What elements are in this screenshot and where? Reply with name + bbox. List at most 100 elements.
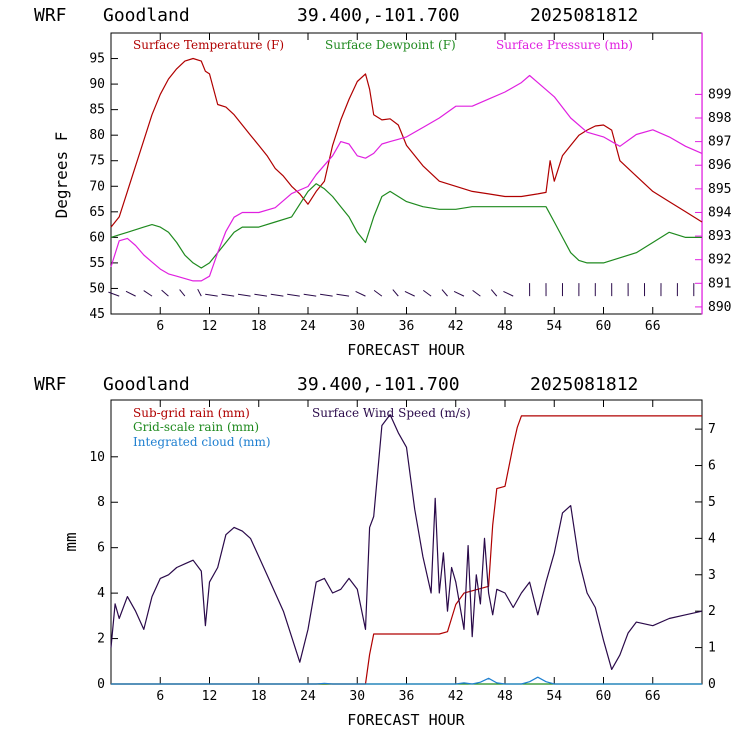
- panel2-ylabel: mm: [61, 532, 80, 551]
- y-tick-label: 6: [97, 541, 105, 556]
- x-tick-label: 60: [596, 319, 612, 334]
- y2-tick-label: 7: [708, 422, 716, 437]
- model-label: WRF: [34, 5, 67, 26]
- legend-integrated-cloud: Integrated cloud (mm): [133, 435, 271, 449]
- wind-barb: [197, 288, 202, 297]
- wind-barb: [373, 289, 383, 297]
- y2-tick-label: 892: [708, 253, 731, 268]
- wind-barb: [404, 290, 415, 297]
- location-label-2: Goodland: [103, 374, 190, 395]
- y-tick-label: 70: [89, 179, 105, 194]
- x-tick-label: 66: [645, 689, 661, 704]
- series-line-3: [110, 414, 703, 671]
- location-label: Goodland: [103, 5, 190, 26]
- x-tick-label: 54: [546, 689, 562, 704]
- x-tick-label: 24: [300, 689, 316, 704]
- y-tick-label: 85: [89, 103, 105, 118]
- wind-barb: [179, 289, 186, 297]
- y2-tick-label: 1: [708, 641, 716, 656]
- legend-pressure: Surface Pressure (mb): [496, 38, 633, 52]
- wind-barb: [336, 293, 350, 297]
- legend-wind-speed: Surface Wind Speed (m/s): [312, 406, 471, 420]
- legend-gridscale-rain: Grid-scale rain (mm): [133, 420, 259, 434]
- y2-tick-label: 898: [708, 111, 731, 126]
- x-tick-label: 42: [448, 319, 464, 334]
- y-tick-label: 60: [89, 230, 105, 245]
- wind-barb: [161, 289, 169, 297]
- y2-tick-label: 896: [708, 158, 731, 173]
- x-tick-label: 48: [497, 689, 513, 704]
- panel1-ticks: 6 12 18 24 30 36 42 48 54 60 66 45 50 55 60 65 70 75 80 85 9…: [89, 33, 732, 334]
- legend-dewpoint: Surface Dewpoint (F): [325, 38, 456, 52]
- panel1-ylabel: Degrees F: [52, 132, 71, 219]
- y-tick-label: 55: [89, 256, 105, 271]
- y2-tick-label: 0: [708, 677, 716, 692]
- y-tick-label: 10: [89, 450, 105, 465]
- panel1-header: WRF Goodland 39.400,-101.700 2025081812: [34, 5, 638, 26]
- x-tick-label: 30: [349, 319, 365, 334]
- x-tick-label: 18: [251, 319, 267, 334]
- y-tick-label: 95: [89, 52, 105, 67]
- panel2-series: [110, 414, 703, 685]
- y2-tick-label: 894: [708, 205, 732, 220]
- y-tick-label: 90: [89, 77, 105, 92]
- y-tick-label: 45: [89, 307, 105, 322]
- wind-barb: [503, 290, 514, 297]
- y2-tick-label: 893: [708, 229, 731, 244]
- y-tick-label: 75: [89, 154, 105, 169]
- series-line-2: [111, 676, 702, 685]
- wind-barb: [472, 289, 481, 297]
- y2-tick-label: 890: [708, 300, 731, 315]
- wind-barb: [392, 289, 399, 297]
- y2-tick-label: 891: [708, 276, 731, 291]
- wind-barb: [270, 293, 284, 297]
- y2-tick-label: 5: [708, 495, 716, 510]
- series-line-2: [110, 74, 703, 282]
- coords-label-2: 39.400,-101.700: [297, 374, 460, 395]
- panel2-xlabel: FORECAST HOUR: [347, 711, 465, 729]
- legend-temperature: Surface Temperature (F): [133, 38, 284, 52]
- y2-tick-label: 2: [708, 604, 716, 619]
- y2-tick-label: 897: [708, 135, 731, 150]
- x-tick-label: 42: [448, 689, 464, 704]
- x-tick-label: 24: [300, 319, 316, 334]
- wind-barb: [441, 289, 448, 297]
- coords-label: 39.400,-101.700: [297, 5, 460, 26]
- x-tick-label: 60: [596, 689, 612, 704]
- x-tick-label: 36: [399, 689, 415, 704]
- y-tick-label: 50: [89, 281, 105, 296]
- panel1-temperature-chart: 6 12 18 24 30 36 42 48 54 60 66 45 50 55 60 65 70 75 80 85 9…: [52, 32, 732, 359]
- y-tick-label: 4: [97, 586, 105, 601]
- x-tick-label: 12: [202, 689, 218, 704]
- wind-barb: [254, 293, 268, 297]
- x-tick-label: 18: [251, 689, 267, 704]
- wind-barb: [221, 293, 235, 297]
- y2-tick-label: 899: [708, 87, 731, 102]
- x-tick-label: 6: [156, 319, 164, 334]
- series-line-0: [110, 57, 703, 228]
- wind-barb: [453, 290, 465, 297]
- panel2-header: WRF Goodland 39.400,-101.700 2025081812: [34, 374, 638, 395]
- wind-barb: [303, 293, 317, 297]
- run-label-2: 2025081812: [530, 374, 638, 395]
- x-tick-label: 12: [202, 319, 218, 334]
- y-tick-label: 8: [97, 495, 105, 510]
- wind-barb: [143, 290, 153, 297]
- series-line-0: [111, 415, 702, 685]
- wind-barb: [423, 289, 432, 297]
- run-label: 2025081812: [530, 5, 638, 26]
- y2-tick-label: 6: [708, 459, 716, 474]
- wind-barb: [320, 293, 333, 297]
- y-tick-label: 2: [97, 632, 105, 647]
- panel1-xlabel: FORECAST HOUR: [347, 341, 465, 359]
- wind-barb: [237, 293, 251, 297]
- wind-barb: [490, 289, 498, 297]
- series-line-1: [110, 183, 702, 269]
- y-tick-label: 65: [89, 205, 105, 220]
- wind-barb: [205, 293, 218, 297]
- panel1-series: [110, 57, 703, 282]
- x-tick-label: 6: [156, 689, 164, 704]
- wind-barb: [125, 290, 136, 297]
